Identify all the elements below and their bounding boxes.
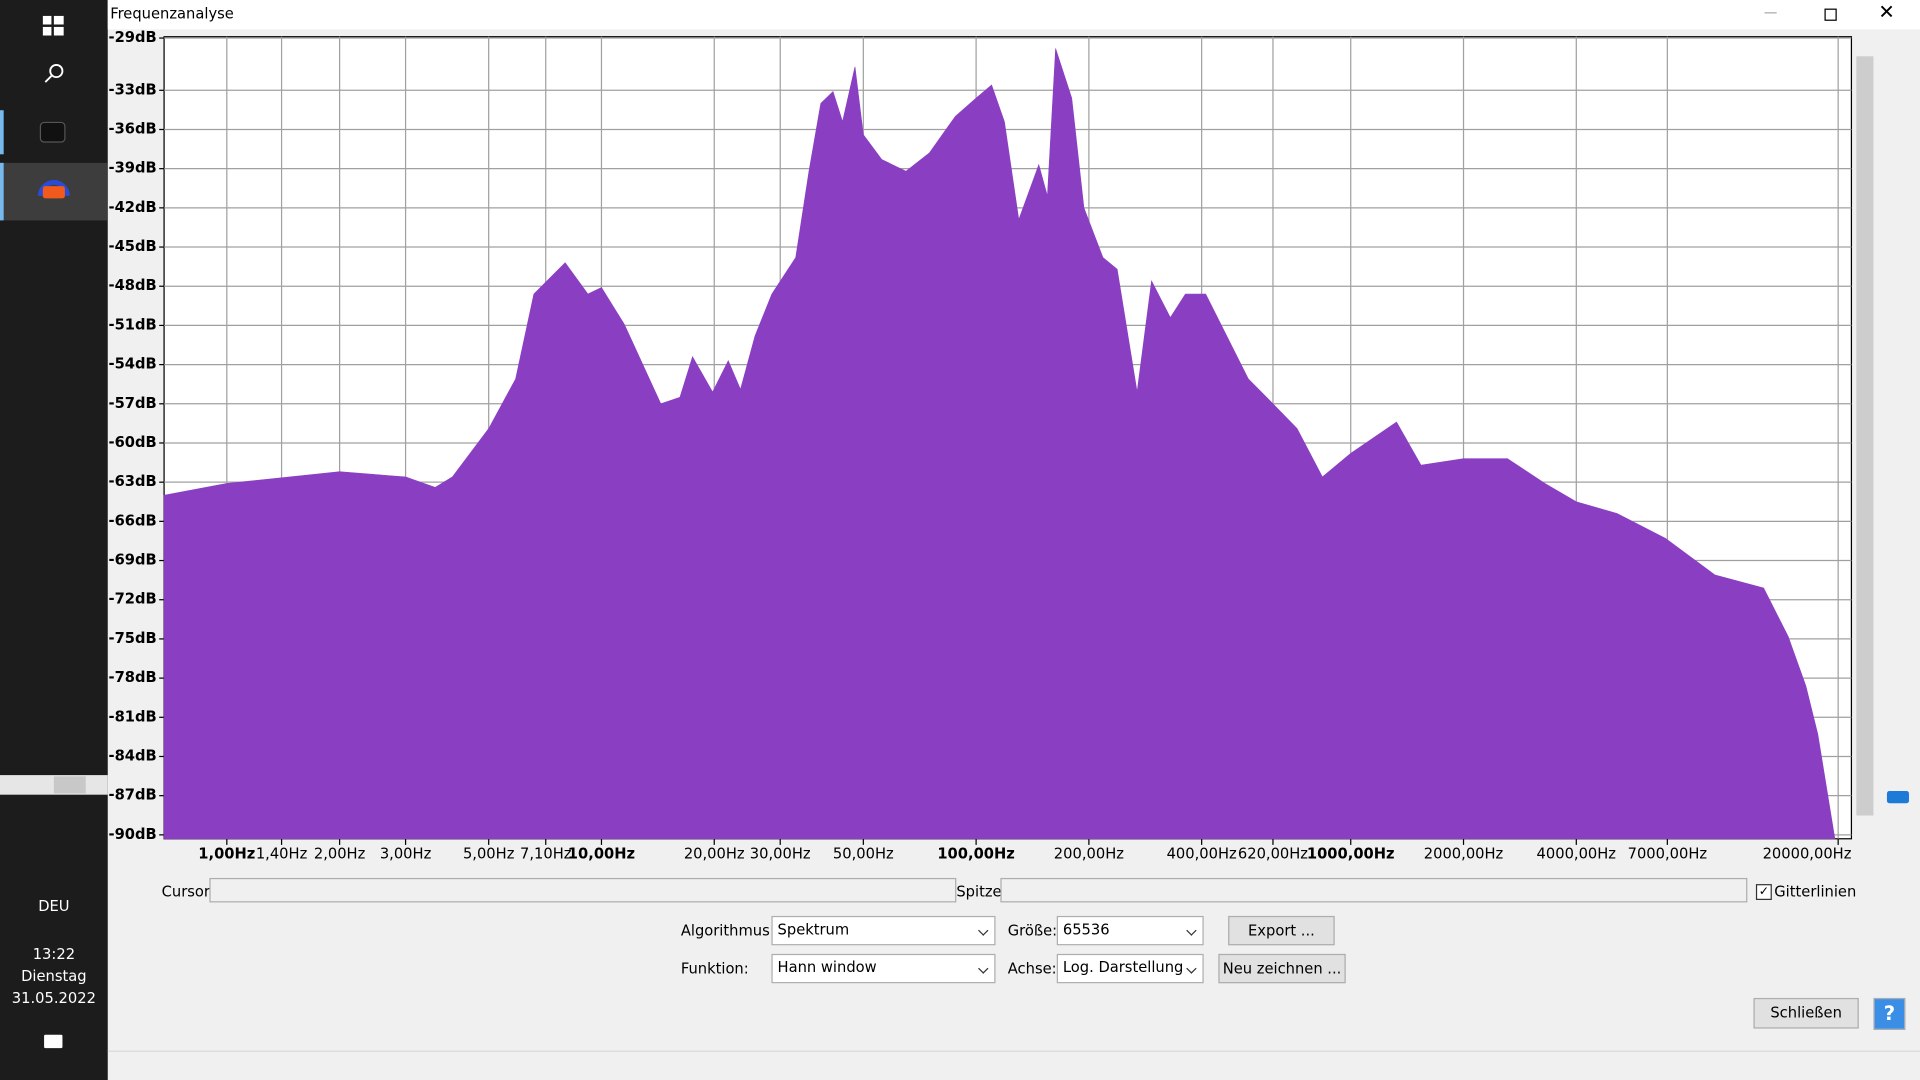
x-tick-label: 400,00Hz (1167, 846, 1237, 863)
plot-area (163, 36, 1853, 840)
start-button[interactable] (42, 15, 64, 36)
x-tick-label: 1,00Hz (198, 846, 255, 863)
x-tick-label: 4000,00Hz (1537, 846, 1617, 863)
grid-checkbox-label[interactable]: Gitterlinien (1774, 882, 1857, 901)
y-tick-label: -90dB (108, 826, 156, 843)
x-tick-label: 1000,00Hz (1307, 846, 1395, 863)
grid-checkbox[interactable]: ✓ (1755, 884, 1772, 901)
grid (164, 36, 1852, 839)
y-tick-label: -45dB (108, 238, 156, 255)
export-button[interactable]: Export ... (1228, 915, 1335, 946)
x-tick-label: 2000,00Hz (1424, 846, 1504, 863)
audacity-icon (37, 180, 70, 197)
x-tick-label: 2,00Hz (314, 846, 366, 863)
scroll-thumb[interactable] (53, 776, 86, 794)
taskbar-icons (0, 15, 108, 221)
x-tick-label: 1,40Hz (256, 846, 308, 863)
clock-weekday[interactable]: Dienstag (21, 967, 87, 985)
x-tick-label: 7,10Hz (520, 846, 572, 863)
minimize-button[interactable] (1764, 12, 1777, 14)
cursor-label: Cursor: (161, 882, 215, 901)
x-tick-label: 200,00Hz (1054, 846, 1124, 863)
cursor-field[interactable] (209, 877, 957, 903)
y-tick-label: -75dB (108, 630, 156, 647)
redraw-button[interactable]: Neu zeichnen ... (1218, 953, 1346, 984)
y-tick-label: -57dB (108, 395, 156, 412)
y-tick-label: -48dB (108, 277, 156, 294)
x-tick-label: 50,00Hz (833, 846, 894, 863)
y-tick-label: -33dB (108, 81, 156, 98)
axis-label: Achse: (1007, 960, 1057, 978)
spectrum-area (163, 48, 1836, 840)
active-indicator (0, 110, 4, 155)
x-tick-label: 30,00Hz (750, 846, 811, 863)
y-tick-label: -54dB (108, 356, 156, 373)
clock-date[interactable]: 31.05.2022 (11, 989, 96, 1007)
x-tick-label: 3,00Hz (380, 846, 432, 863)
language[interactable]: DEU (38, 897, 70, 915)
y-tick-label: -84dB (108, 747, 156, 764)
audacity-icon (42, 186, 65, 199)
y-tick-label: -51dB (108, 316, 156, 333)
close-window-button[interactable]: ✕ (1878, 0, 1895, 24)
close-button[interactable]: Schließen (1753, 997, 1859, 1029)
algorithm-label: Algorithmus: (680, 922, 775, 940)
y-tick-label: -42dB (108, 199, 156, 216)
function-label: Funktion: (680, 960, 749, 978)
size-select[interactable]: 65536 (1056, 915, 1204, 946)
x-tick-label: 100,00Hz (937, 846, 1015, 863)
x-tick-label: 10,00Hz (568, 846, 635, 863)
y-tick-label: -69dB (108, 552, 156, 569)
size-label: Größe: (1007, 922, 1058, 940)
clock-time[interactable]: 13:22 (32, 945, 76, 963)
y-tick-label: -63dB (108, 473, 156, 490)
scroll-thumb[interactable] (1856, 56, 1874, 816)
axis-select[interactable]: Log. Darstellung (1056, 953, 1204, 984)
y-tick-label: -87dB (108, 787, 156, 804)
y-tick-label: -72dB (108, 591, 156, 608)
zoom-slider[interactable] (1886, 791, 1909, 804)
y-tick-label: -81dB (108, 708, 156, 725)
x-tick-label: 620,00Hz (1238, 846, 1308, 863)
title-bar: Frequenzanalyse ✕ (107, 0, 1920, 30)
y-tick-label: -60dB (108, 434, 156, 451)
notification-icon[interactable] (44, 1034, 63, 1049)
y-tick-label: -66dB (108, 512, 156, 529)
x-tick-label: 5,00Hz (463, 846, 515, 863)
y-tick-label: -39dB (108, 160, 156, 177)
peak-field[interactable] (1000, 877, 1748, 903)
y-tick-label: -36dB (108, 120, 156, 137)
help-button[interactable]: ? (1873, 997, 1906, 1030)
x-tick-label: 20000,00Hz (1763, 846, 1852, 863)
y-tick-label: -78dB (108, 669, 156, 686)
x-tick-label: 20,00Hz (684, 846, 745, 863)
function-select[interactable]: Hann window (771, 953, 996, 984)
window-title: Frequenzanalyse (110, 4, 234, 23)
algorithm-select[interactable]: Spektrum (771, 915, 996, 946)
y-tick-label: -29dB (108, 29, 156, 46)
peak-label: Spitze: (956, 882, 1007, 901)
restore-button[interactable] (1824, 8, 1837, 21)
app-icon[interactable] (39, 121, 66, 143)
status-bar-border (107, 1050, 1920, 1052)
active-indicator (0, 162, 4, 221)
search-button[interactable] (44, 63, 64, 83)
x-tick-label: 7000,00Hz (1628, 846, 1708, 863)
taskbar: DEU 13:22 Dienstag 31.05.2022 (0, 0, 108, 1080)
